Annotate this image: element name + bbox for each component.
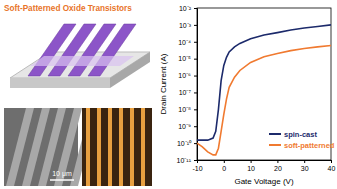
scale-bar-line — [50, 179, 74, 181]
y-tick: 10⁻² — [179, 5, 197, 12]
tick-mark — [304, 160, 305, 163]
optical-stripe — [108, 108, 112, 186]
x-tick: 0 — [222, 160, 226, 172]
tick-mark — [194, 109, 197, 110]
plot-frame — [197, 8, 331, 160]
optical-bg — [82, 108, 152, 186]
tick-label: 0 — [222, 165, 226, 172]
optical-image — [82, 108, 152, 186]
x-tick: 20 — [274, 160, 282, 172]
tick-mark — [194, 160, 197, 161]
tick-label: 10⁻¹⁰ — [177, 140, 192, 147]
device-schematic — [10, 24, 150, 88]
illustration: Soft-Patterned Oxide Transistors 10 μm — [4, 4, 152, 186]
tick-mark — [251, 160, 252, 163]
axis-line — [198, 161, 332, 164]
electrode-stripe — [88, 24, 136, 76]
tick-label: 10⁻² — [179, 5, 192, 12]
tick-label: 10⁻⁵ — [178, 55, 191, 62]
tick-label: 10⁻⁷ — [179, 89, 192, 96]
tick-mark — [224, 160, 225, 163]
x-tick: -10 — [192, 160, 202, 172]
tick-mark — [194, 76, 197, 77]
y-tick: 10⁻⁸ — [178, 106, 197, 113]
tick-mark — [194, 25, 197, 26]
y-tick: 10⁻³ — [179, 22, 197, 29]
optical-stripe — [141, 108, 145, 186]
tick-label: 10 — [247, 165, 255, 172]
tick-mark — [331, 160, 332, 163]
y-axis: 10⁻¹¹ 10⁻¹⁰ 10⁻⁹ 10⁻⁸ 10⁻⁷ 10⁻⁶ 10⁻⁵ 10⁻⁴ 10⁻³ 10… — [177, 5, 198, 164]
axis-line — [194, 9, 198, 161]
tick-label: 10⁻¹¹ — [177, 157, 192, 164]
y-tick: 10⁻⁷ — [179, 89, 197, 96]
optical-stripe — [97, 108, 101, 186]
tick-label: 40 — [328, 165, 336, 172]
tick-mark — [197, 160, 198, 163]
figure-title: Soft-Patterned Oxide Transistors — [4, 4, 132, 13]
legend-label: soft-patterned — [284, 141, 335, 150]
channel-layer — [30, 56, 134, 66]
scale-bar-label: 10 μm — [52, 170, 72, 178]
tick-label: 30 — [301, 165, 309, 172]
x-axis-title: Gate Voltage (V) — [234, 177, 293, 186]
tick-label: 20 — [274, 165, 282, 172]
plot-area — [197, 25, 331, 155]
legend: spin-cast soft-patterned — [269, 130, 335, 150]
tick-mark — [194, 42, 197, 43]
tick-mark — [194, 126, 197, 127]
y-axis-title: Drain Current (A) — [159, 53, 168, 114]
substrate-front — [10, 78, 110, 88]
tick-mark — [194, 143, 197, 144]
series-line — [197, 25, 331, 140]
tick-mark — [194, 59, 197, 60]
series-line — [197, 46, 331, 155]
legend-swatch — [269, 133, 281, 135]
y-tick: 10⁻⁶ — [178, 72, 197, 79]
legend-swatch — [269, 144, 281, 146]
legend-label: spin-cast — [284, 130, 317, 139]
tick-label: 10⁻³ — [179, 22, 192, 29]
x-tick: 10 — [247, 160, 255, 172]
tick-label: 10⁻⁴ — [178, 39, 191, 46]
tick-mark — [194, 92, 197, 93]
tick-label: 10⁻⁹ — [178, 123, 191, 130]
y-tick: 10⁻⁵ — [178, 55, 197, 62]
tick-label: 10⁻⁶ — [178, 72, 191, 79]
tick-mark — [277, 160, 278, 163]
y-tick: 10⁻⁴ — [178, 39, 197, 46]
y-tick: 10⁻¹⁰ — [177, 140, 197, 147]
tick-mark — [194, 8, 197, 9]
tick-label: -10 — [192, 165, 202, 172]
figure: Soft-Patterned Oxide Transistors 10 μm 10⁻… — [0, 0, 337, 189]
x-axis: -10 0 10 20 30 40 — [192, 160, 335, 172]
optical-stripe — [86, 108, 90, 186]
x-tick: 40 — [328, 160, 336, 172]
y-tick: 10⁻⁹ — [178, 123, 197, 130]
optical-stripe — [130, 108, 134, 186]
tick-label: 10⁻⁸ — [178, 106, 191, 113]
y-tick: 10⁻¹¹ — [177, 157, 197, 164]
optical-stripe — [119, 108, 123, 186]
x-tick: 30 — [301, 160, 309, 172]
